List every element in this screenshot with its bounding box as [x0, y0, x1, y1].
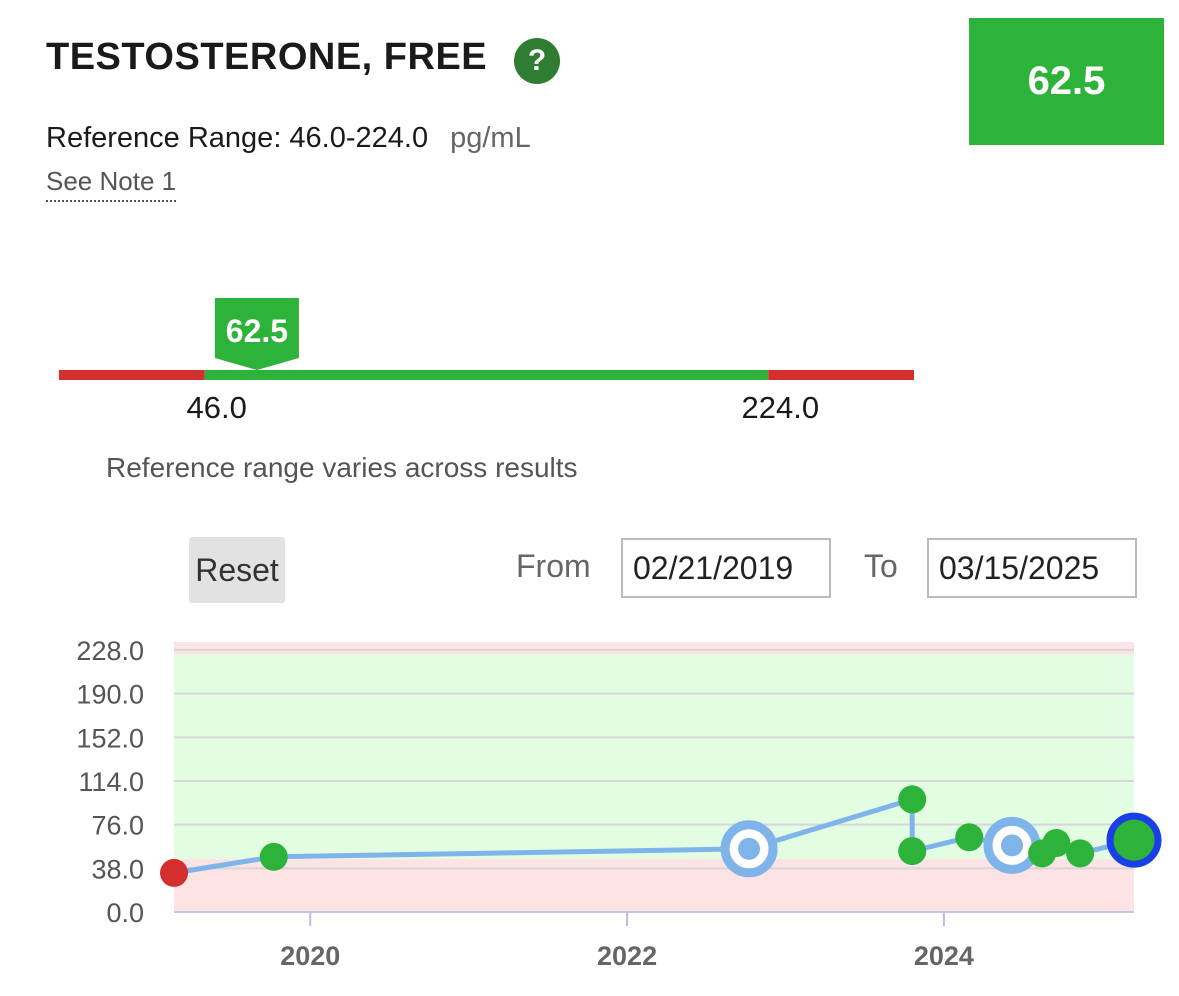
data-point — [955, 823, 984, 852]
data-point-highlighted-core — [738, 837, 761, 860]
range-bar: 62.5 46.0 224.0 — [59, 298, 914, 425]
y-tick-label: 228.0 — [76, 636, 144, 666]
y-tick-label: 76.0 — [91, 811, 144, 841]
data-point — [160, 858, 188, 887]
reset-button[interactable]: Reset — [189, 537, 285, 603]
to-label: To — [864, 548, 898, 584]
y-tick-label: 38.0 — [91, 854, 144, 884]
help-icon[interactable]: ? — [514, 38, 560, 84]
x-tick-label: 2020 — [280, 941, 340, 971]
data-point — [259, 842, 288, 871]
low-abnormal-band — [174, 859, 1134, 912]
data-point — [898, 837, 927, 866]
reference-range-line: Reference Range: 46.0-224.0 pg/mL — [46, 122, 531, 155]
reference-range-label: Reference Range: 46.0-224.0 — [46, 122, 429, 154]
data-point — [1042, 829, 1071, 858]
high-abnormal-band — [174, 642, 1134, 655]
trend-chart: 0.0 38.0 76.0 114.0 152.0 190.0 228.0 2020 2022 2… — [76, 636, 1162, 971]
see-note-link[interactable]: See Note 1 — [46, 166, 177, 202]
from-label: From — [516, 548, 591, 584]
range-bar-normal-segment — [204, 370, 769, 380]
test-title: TESTOSTERONE, FREE — [46, 36, 488, 78]
value-marker-label: 62.5 — [226, 313, 288, 349]
range-bar-high-segment — [768, 370, 914, 380]
data-point-current — [1106, 812, 1162, 868]
data-point-highlighted-core — [1001, 834, 1024, 857]
y-tick-label: 152.0 — [76, 723, 144, 753]
current-value-badge: 62.5 — [969, 18, 1164, 145]
y-tick-label: 190.0 — [76, 680, 144, 710]
range-bar-low-segment — [59, 370, 205, 380]
y-tick-label: 0.0 — [106, 898, 144, 928]
from-date-input[interactable]: 02/21/2019 — [621, 538, 831, 598]
data-point — [1066, 839, 1095, 868]
value-marker-flag — [214, 298, 299, 370]
range-low-label: 46.0 — [186, 390, 246, 425]
x-tick-label: 2022 — [597, 941, 657, 971]
x-tick-label: 2024 — [914, 941, 974, 971]
data-point — [898, 785, 927, 814]
to-date-input[interactable]: 03/15/2025 — [927, 538, 1137, 598]
range-caption: Reference range varies across results — [106, 452, 578, 483]
range-high-label: 224.0 — [742, 390, 820, 425]
y-tick-label: 114.0 — [78, 767, 144, 797]
unit-label: pg/mL — [450, 122, 531, 154]
